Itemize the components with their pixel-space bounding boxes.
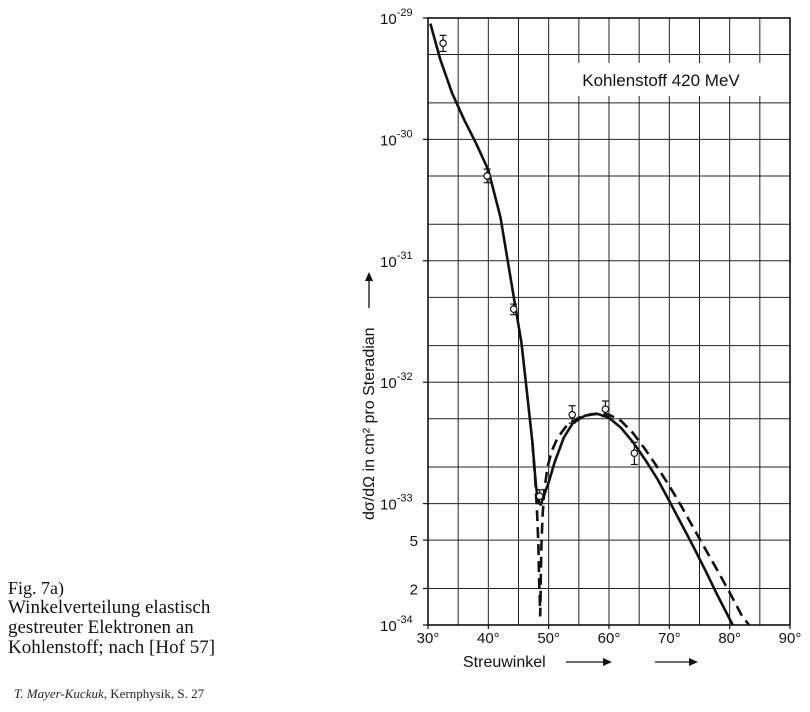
y-axis-label: dσ/dΩ in cm² pro Steradian [361,327,378,520]
x-axis-label: Streuwinkel [463,654,546,671]
x-tick-label: 80° [718,630,741,647]
y-tick: 10-31 [380,250,428,271]
figure-number: Fig. 7a) [8,578,64,598]
y-tick: 10-30 [380,128,428,149]
data-marker [509,305,518,313]
x-tick: 90° [779,625,802,647]
y-tick-label: 10-31 [380,250,413,271]
data-point [483,168,491,184]
y-tick-label: 10-34 [380,614,413,635]
x-tick-label: 70° [658,630,681,647]
data-points-group [439,34,639,505]
y-tick: 10-32 [380,371,428,392]
y-tick-label: 10-33 [380,493,413,514]
figure-caption: Fig. 7a) Winkelverteilung elastisch gest… [8,578,338,658]
chart-title-box [555,63,768,96]
source-author: T. Mayer-Kuckuk, [14,686,107,701]
caption-line-1: Winkelverteilung elastisch [8,597,211,618]
y-axis-arrow [365,272,373,308]
data-marker [601,405,610,413]
y-tick-label: 10-32 [380,371,413,392]
x-tick: 30° [417,625,440,647]
data-point [601,400,610,418]
data-point [509,303,518,316]
data-point [568,405,576,424]
x-tick: 50° [537,625,560,647]
source-reference: Kernphysik, S. 27 [107,686,205,701]
data-marker [439,39,447,48]
data-point [439,34,447,53]
y-axis-ticks: 10-29 10-30 10-31 10-32 10-33 5 2 10-34 [380,7,428,635]
series-group [429,23,751,626]
x-tick: 80° [718,625,741,647]
source-citation: T. Mayer-Kuckuk, Kernphysik, S. 27 [14,686,204,702]
caption-line-2: gestreuter Elektronen an [8,617,194,638]
data-marker [630,449,639,458]
chart-title: Kohlenstoff 420 MeV [582,71,740,90]
x-tick-label: 40° [477,630,500,647]
chart-grid [428,18,790,625]
x-axis-ticks: 30° 40° 50° 60° 70° 80° 90° [417,625,802,647]
x-axis-arrow [566,658,698,666]
data-marker [483,172,491,180]
x-tick-label: 50° [537,630,560,647]
data-point [535,489,544,505]
x-tick-label: 60° [598,630,621,647]
solid-curve [429,23,734,626]
x-tick: 40° [477,625,500,647]
y-tick: 2 [410,581,428,598]
y-tick-label: 10-30 [380,128,413,149]
data-marker [535,492,544,501]
y-tick: 5 [410,533,428,550]
caption-line-3: Kohlenstoff; nach [Hof 57] [8,637,216,658]
y-tick: 10-33 [380,493,428,514]
data-point [630,441,639,466]
x-tick-label: 90° [779,630,802,647]
y-tick-label: 2 [410,581,418,598]
x-tick: 60° [598,625,621,647]
x-tick-label: 30° [417,630,440,647]
dashed-curve [531,412,751,626]
y-tick: 10-29 [380,7,428,28]
y-tick-label: 5 [410,533,418,550]
data-marker [568,410,576,419]
y-tick-label: 10-29 [380,7,413,28]
x-tick: 70° [658,625,681,647]
